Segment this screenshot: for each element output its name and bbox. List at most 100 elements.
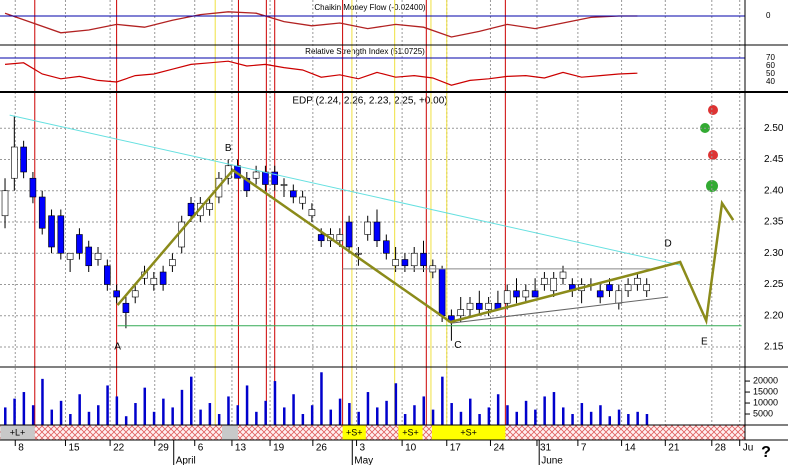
band-label: +S+: [346, 427, 363, 437]
candle-body: [206, 202, 213, 210]
rsi-line: [4, 60, 638, 86]
wave-label: D: [664, 239, 671, 250]
x-tick-label: 29: [158, 443, 170, 454]
candle-body: [66, 252, 74, 260]
volume-bar: [487, 407, 491, 425]
candle-body: [615, 290, 623, 304]
signal-band: [0, 425, 745, 440]
y-tick-label: 2.25: [764, 279, 784, 290]
candle-body: [262, 171, 269, 185]
x-tick-label: 3: [360, 443, 366, 454]
volume-bar: [143, 387, 147, 425]
candle-body: [420, 252, 427, 267]
volume-bar: [459, 411, 463, 425]
volume-bar: [338, 398, 342, 425]
band-label: +S+: [460, 427, 477, 437]
band-label: +L+: [10, 427, 26, 437]
chaikin-title: Chaikin Money Flow (-0.02400): [314, 3, 425, 12]
candle-body: [299, 196, 306, 204]
candle-body: [624, 284, 632, 292]
x-tick-label: 22: [113, 443, 125, 454]
y-tick-label: 2.45: [764, 154, 784, 165]
candle-body: [38, 196, 46, 229]
candle-body: [559, 271, 567, 279]
thumb-icons: [700, 105, 718, 192]
volume-bar: [506, 405, 509, 425]
volume-bar: [636, 411, 639, 425]
help-button[interactable]: ?: [761, 444, 771, 461]
volume-bar: [469, 398, 472, 425]
candle-body: [187, 202, 195, 217]
thumb-up: [706, 180, 718, 192]
wave-label: E: [701, 337, 708, 348]
volume-bar: [208, 403, 212, 425]
x-tick-label: 21: [668, 443, 680, 454]
candle-body: [438, 268, 446, 317]
volume-bar: [13, 398, 16, 425]
volume-bar: [403, 414, 407, 425]
candle-body: [503, 290, 511, 304]
volume-bar: [59, 400, 63, 425]
candle-body: [457, 309, 465, 317]
volume-bar: [50, 409, 54, 425]
volume-bar: [534, 409, 537, 425]
candle-body: [466, 302, 474, 310]
volume-bar: [283, 407, 286, 425]
band: [342, 425, 366, 440]
volume-bar: [431, 409, 435, 425]
volume-bar: [97, 405, 100, 425]
y-tick-label: 2.35: [764, 217, 784, 228]
volume-tick-label: 15000: [753, 386, 778, 396]
candle-body: [308, 209, 316, 217]
volume-bar: [552, 392, 556, 425]
volume-bar: [264, 400, 267, 425]
x-tick-label: 17: [450, 443, 462, 454]
candle-body: [476, 302, 483, 310]
chart-title: EDP (2.24, 2.26, 2.23, 2.25, +0.00): [292, 96, 447, 107]
candle-body: [57, 215, 65, 254]
candle-body: [252, 171, 260, 179]
candle-body: [169, 259, 176, 267]
volume-bar: [627, 414, 630, 425]
volume-bar: [152, 411, 156, 425]
volume-bar: [134, 403, 137, 425]
x-tick-label: 14: [625, 443, 637, 454]
thumb-down: [708, 150, 718, 160]
candle-body: [29, 177, 37, 198]
candle-body: [345, 221, 353, 248]
volume-bar: [227, 396, 230, 425]
x-tick-label: Ju: [743, 443, 754, 454]
candle-body: [317, 234, 325, 242]
candle-body: [550, 277, 558, 292]
candle-body: [290, 190, 297, 198]
signal-band-gray: [222, 425, 238, 440]
x-tick-label: 31: [540, 443, 552, 454]
band: [398, 425, 423, 440]
x-tick-label: 7: [581, 443, 587, 454]
volume-bar: [329, 409, 333, 425]
candle-body: [606, 284, 613, 292]
volume-bar: [348, 403, 351, 425]
volume-bar: [571, 414, 574, 425]
x-tick-label: 8: [18, 443, 24, 454]
rsi-tick-label: 70: [766, 53, 775, 62]
month-label: April: [176, 456, 196, 465]
band-label: +S+: [402, 427, 419, 437]
candle-body: [392, 259, 399, 267]
volume-bar: [115, 396, 119, 425]
volume-bar: [292, 394, 295, 425]
candle-body: [150, 277, 158, 285]
band: [0, 425, 35, 440]
volume-bar: [310, 405, 314, 425]
volume-bar: [366, 392, 370, 425]
volume-bar: [524, 400, 528, 425]
volume-bar: [180, 389, 184, 425]
volume-bar: [478, 414, 481, 425]
candle-body: [11, 146, 18, 179]
chaikin-tick-label: 0: [766, 11, 771, 20]
volume-tick-label: 5000: [753, 408, 773, 418]
volume-bar: [422, 396, 426, 425]
volume-bar: [394, 383, 398, 425]
candle-body: [122, 302, 130, 313]
